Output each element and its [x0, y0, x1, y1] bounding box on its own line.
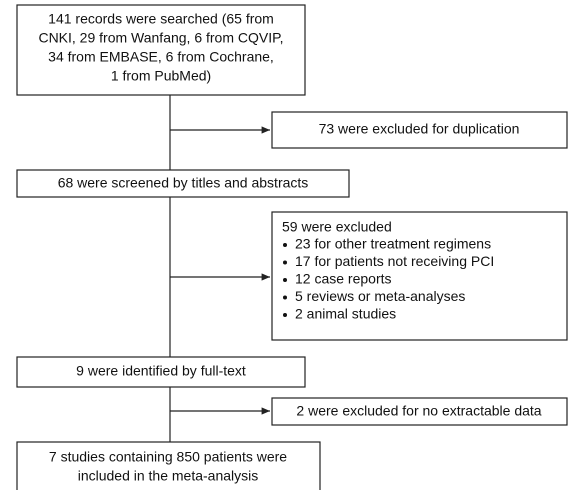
node-text: 68 were screened by titles and abstracts	[58, 175, 309, 191]
list-item: 23 for other treatment regimens	[295, 236, 491, 252]
box	[16, 356, 306, 388]
node-text: 1 from PubMed)	[111, 68, 211, 84]
bullet	[283, 260, 287, 265]
bullet	[283, 243, 287, 247]
node-text: CNKI, 29 from Wanfang, 6 from CQVIP,	[38, 30, 283, 46]
list-item: 5 reviews or meta-analyses	[295, 288, 465, 304]
list-item: 12 case reports	[295, 271, 392, 287]
bullet	[283, 295, 287, 300]
list-item: 2 animal studies	[295, 306, 396, 322]
node-title: 59 were excluded	[282, 219, 392, 235]
box	[271, 211, 568, 341]
node-text: included in the meta-analysis	[78, 468, 259, 484]
box	[16, 169, 350, 198]
box	[16, 441, 321, 490]
node-text: 2 were excluded for no extractable data	[296, 403, 541, 419]
node-text: 73 were excluded for duplication	[319, 121, 520, 137]
box	[271, 111, 568, 149]
bullet	[283, 278, 287, 282]
list-item: 17 for patients not receiving PCI	[295, 253, 494, 269]
box	[271, 397, 568, 426]
node-text: 34 from EMBASE, 6 from Cochrane,	[48, 49, 274, 65]
node-text: 141 records were searched (65 from	[48, 11, 274, 27]
node-text: 9 were identified by full-text	[76, 363, 246, 379]
bullet	[283, 313, 287, 317]
node-text: 7 studies containing 850 patients were	[49, 449, 287, 465]
box	[16, 4, 306, 96]
